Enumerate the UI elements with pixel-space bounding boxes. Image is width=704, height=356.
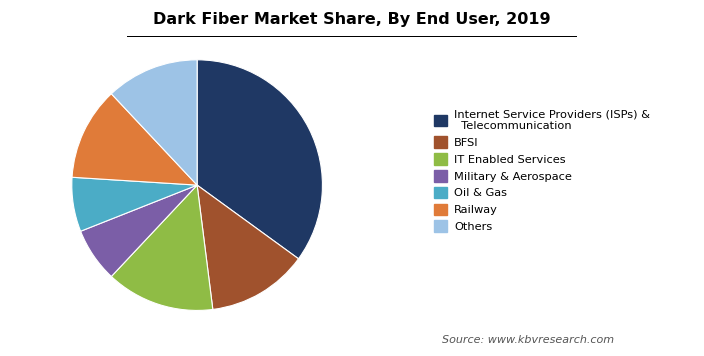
Text: Dark Fiber Market Share, By End User, 2019: Dark Fiber Market Share, By End User, 20… [153, 12, 551, 27]
Wedge shape [197, 60, 322, 259]
Wedge shape [80, 185, 197, 277]
Legend: Internet Service Providers (ISPs) &
  Telecommunication, BFSI, IT Enabled Servic: Internet Service Providers (ISPs) & Tele… [434, 110, 650, 232]
Wedge shape [111, 185, 213, 310]
Text: Source: www.kbvresearch.com: Source: www.kbvresearch.com [442, 335, 614, 345]
Wedge shape [72, 94, 197, 185]
Wedge shape [111, 60, 197, 185]
Wedge shape [197, 185, 298, 309]
Wedge shape [72, 177, 197, 231]
